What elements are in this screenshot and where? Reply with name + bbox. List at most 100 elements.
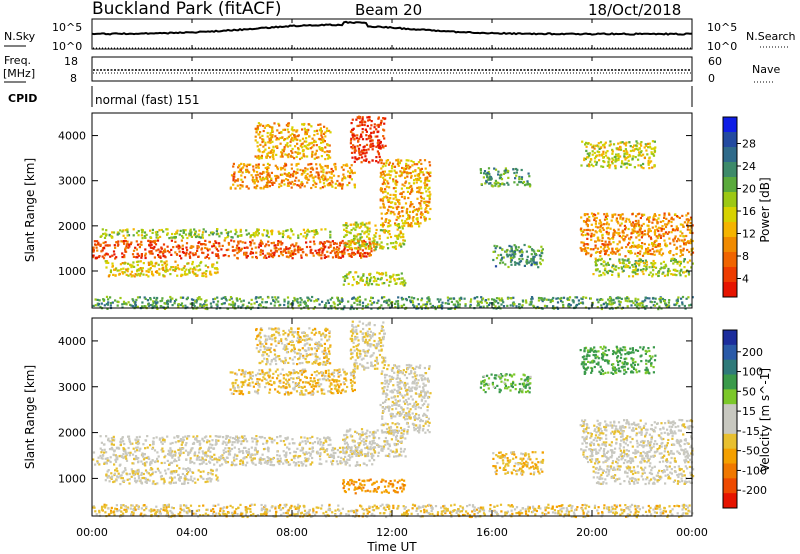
nave-tick-top: 60 [708,55,722,68]
power-ytick-label: 1000 [58,265,86,278]
power-scatter-region-12 [592,257,694,278]
xtick-label: 20:00 [576,526,608,539]
noise-tick-top-right: 10^5 [707,21,737,34]
colorbar-swatch [723,330,737,346]
xtick-label: 12:00 [376,526,408,539]
velocity-scatter-region-4 [255,327,332,366]
velocity-scatter-region-6 [379,363,432,435]
freq-label-2: [MHz] [3,67,35,80]
cpid-value: normal (fast) 151 [95,93,199,107]
colorbar-swatch [723,207,737,223]
colorbar-tick-label: 4 [742,273,749,286]
noise-tick-bottom-left: 10^0 [52,40,82,53]
velocity-scatter-region-5 [349,320,387,371]
colorbar-tick-label: 28 [742,138,756,151]
power-ylabel: Slant Range [km] [23,158,37,262]
colorbar-swatch [723,448,737,464]
colorbar-tick-label: 16 [742,205,756,218]
colorbar-tick-label: 24 [742,160,756,173]
power-scatter-region-3 [229,162,356,190]
xaxis-label: Time UT [366,540,417,554]
power-colorbar: 4 8 12 16 20 24 28 [722,116,756,298]
freq-tick-top: 18 [64,55,78,68]
noise-sky-line [91,20,693,36]
power-scatter-region-8 [342,271,407,287]
colorbar-swatch [723,493,737,509]
velocity-scatter-region-7 [342,428,407,458]
power-scatter-region-6 [379,158,432,228]
power-scatter-region-11 [579,212,695,258]
freq-label-1: Freq. [4,54,31,67]
noise-tick-bottom-right: 10^0 [707,40,737,53]
colorbar-swatch [723,192,737,208]
power-scatter-region-13 [580,140,657,170]
velocity-scatter-region-2 [104,467,220,486]
velocity-cbar-label: Velocity [m s^-1] [758,368,772,472]
colorbar-swatch [723,433,737,450]
power-scatter-region-1 [99,228,332,240]
power-cbar-label: Power [dB] [758,177,772,242]
velocity-ytick-label: 4000 [58,335,86,348]
colorbar-swatch [723,419,737,435]
beam-title: Beam 20 [355,1,422,19]
power-ytick-label: 3000 [58,175,86,188]
colorbar-swatch [723,267,737,283]
xtick-label: 00:00 [676,526,708,539]
colorbar-swatch [723,389,737,405]
velocity-scatter-region-1 [99,434,332,447]
nsky-label: N.Sky [4,30,36,43]
velocity-scatter-region-0 [92,446,376,467]
freq-tick-bottom: 8 [70,72,77,85]
nave-tick-bottom: 0 [708,72,715,85]
velocity-scatter-region-13 [579,345,657,376]
power-scatter-region-10 [492,243,544,269]
colorbar-swatch [723,147,737,163]
power-scatter-region-9 [479,167,532,188]
colorbar-tick-label: 12 [742,228,756,241]
colorbar-swatch [723,177,737,193]
power-scatter-region-4 [254,122,332,161]
xtick-label: 16:00 [476,526,508,539]
velocity-scatter-region-8 [342,478,407,495]
velocity-ylabel: Slant Range [km] [23,365,37,469]
colorbar-swatch [723,117,737,133]
colorbar-tick-label: -200 [742,484,767,497]
colorbar-swatch [723,344,737,361]
colorbar-tick-label: 15 [742,405,756,418]
colorbar-tick-label: 200 [742,346,763,359]
power-scatter-region-2 [104,260,219,278]
power-ytick-label: 2000 [58,220,86,233]
colorbar-tick-label: -50 [742,445,760,458]
velocity-scatter-region-12 [592,465,695,486]
date-title: 18/Oct/2018 [588,1,681,19]
colorbar-tick-label: 100 [742,366,763,379]
site-title: Buckland Park (fitACF) [92,0,282,19]
colorbar-swatch [723,222,737,238]
nsearch-label: N.Search [746,30,796,43]
power-scatter-region-0 [92,239,376,260]
colorbar-swatch [723,252,737,268]
power-scatter-region-5 [349,115,387,164]
cpid-label: CPID [8,92,37,105]
colorbar-tick-label: 50 [742,385,756,398]
power-panel-data [92,115,695,311]
colorbar-swatch [723,359,737,375]
colorbar-swatch [723,463,737,479]
colorbar-swatch [723,162,737,178]
xtick-label: 04:00 [176,526,208,539]
colorbar-swatch [723,237,737,253]
velocity-ytick-label: 3000 [58,381,86,394]
velocity-ytick-label: 2000 [58,427,86,440]
velocity-panel-data [92,320,695,519]
colorbar-swatch [723,404,737,420]
colorbar-swatch [723,282,737,298]
colorbar-tick-label: -15 [742,425,760,438]
xtick-label: 00:00 [76,526,108,539]
velocity-scatter-region-10 [492,451,545,476]
velocity-scatter-region-9 [479,373,532,394]
velocity-colorbar: 200 100 50 15 -15 -50 -100 -200 [722,329,767,509]
velocity-scatter-region-3 [229,368,356,396]
power-ytick-label: 4000 [58,130,86,143]
noise-tick-top-left: 10^5 [52,21,82,34]
